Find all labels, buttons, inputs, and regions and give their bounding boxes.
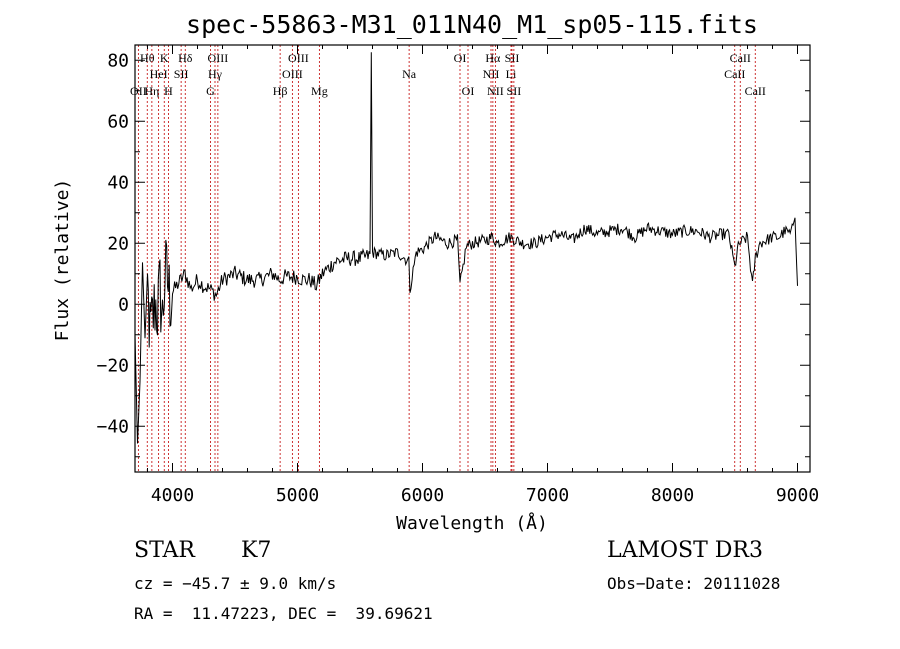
y-tick-label: −40 [96, 416, 129, 437]
object-subclass: K7 [241, 538, 272, 563]
spectrum-layer [134, 52, 798, 444]
spectral-line-label: Hα [485, 51, 501, 65]
spectral-line-label: OI [462, 84, 475, 98]
spectral-line-label: CaII [745, 84, 766, 98]
x-tick-label: 9000 [776, 485, 819, 506]
y-tick-label: 0 [118, 294, 129, 315]
x-tick-label: 4000 [151, 485, 194, 506]
spectral-line-label: NII [487, 84, 504, 98]
x-axis: 4000 5000 6000 7000 8000 9000 [147, 45, 819, 506]
y-tick-label: 80 [107, 50, 129, 71]
y-tick-label: −20 [96, 355, 129, 376]
observation-date: Obs−Date: 20111028 [607, 574, 781, 593]
spectral-line-label: Hδ [178, 51, 193, 65]
y-tick-label: 20 [107, 233, 129, 254]
x-tick-label: 7000 [526, 485, 569, 506]
y-axis: −40 −20 0 20 40 60 80 [96, 50, 810, 458]
x-tick-label: 8000 [651, 485, 694, 506]
spectral-line-label: SII [505, 51, 520, 65]
spectral-line-label: OI [454, 51, 467, 65]
spectral-line-label: Hγ [208, 67, 223, 81]
y-tick-label: 60 [107, 111, 129, 132]
x-tick-label: 5000 [276, 485, 319, 506]
spectral-line-label: NII [483, 67, 500, 81]
x-tick-label: 6000 [401, 485, 444, 506]
coordinates: RA = 11.47223, DEC = 39.69621 [134, 604, 433, 623]
spectral-line-label: OIII [282, 67, 303, 81]
spectral-line-label: OIII [288, 51, 309, 65]
object-class: STAR [134, 538, 195, 563]
y-axis-label: Flux (relative) [52, 179, 73, 342]
redshift-cz: cz = −45.7 ± 9.0 km/s [134, 574, 337, 593]
spectral-line-label: H [164, 84, 173, 98]
spectral-line-label: Li [506, 67, 517, 81]
spectral-line-label: Mg [311, 84, 328, 98]
spectral-lines-layer: OIIHθHηHeIKHSIIHδGHγOIIIHβOIIIOIIIMgNaOI… [130, 45, 766, 472]
x-axis-label: Wavelength (Å) [396, 512, 548, 534]
survey-name: LAMOST DR3 [607, 538, 763, 563]
spectral-line-label: SII [507, 84, 522, 98]
spectral-line-label: Na [402, 67, 417, 81]
plot-frame [134, 44, 811, 473]
spectral-line-label: K [160, 51, 169, 65]
spectral-line-label: CaII [724, 67, 745, 81]
spectral-line-label: G [206, 84, 215, 98]
spectral-line-label: CaII [730, 51, 751, 65]
spectral-line-label: HeI [150, 67, 168, 81]
spectral-line-label: Hβ [273, 84, 288, 98]
chart-title: spec-55863-M31_011N40_M1_sp05-115.fits [186, 10, 758, 39]
spectral-line-label: Hη [144, 84, 159, 98]
spectral-line-label: Hθ [140, 51, 155, 65]
y-tick-label: 40 [107, 172, 129, 193]
spectrum-line [134, 52, 798, 444]
spectral-line-label: OIII [208, 51, 229, 65]
spectral-line-label: SII [174, 67, 189, 81]
